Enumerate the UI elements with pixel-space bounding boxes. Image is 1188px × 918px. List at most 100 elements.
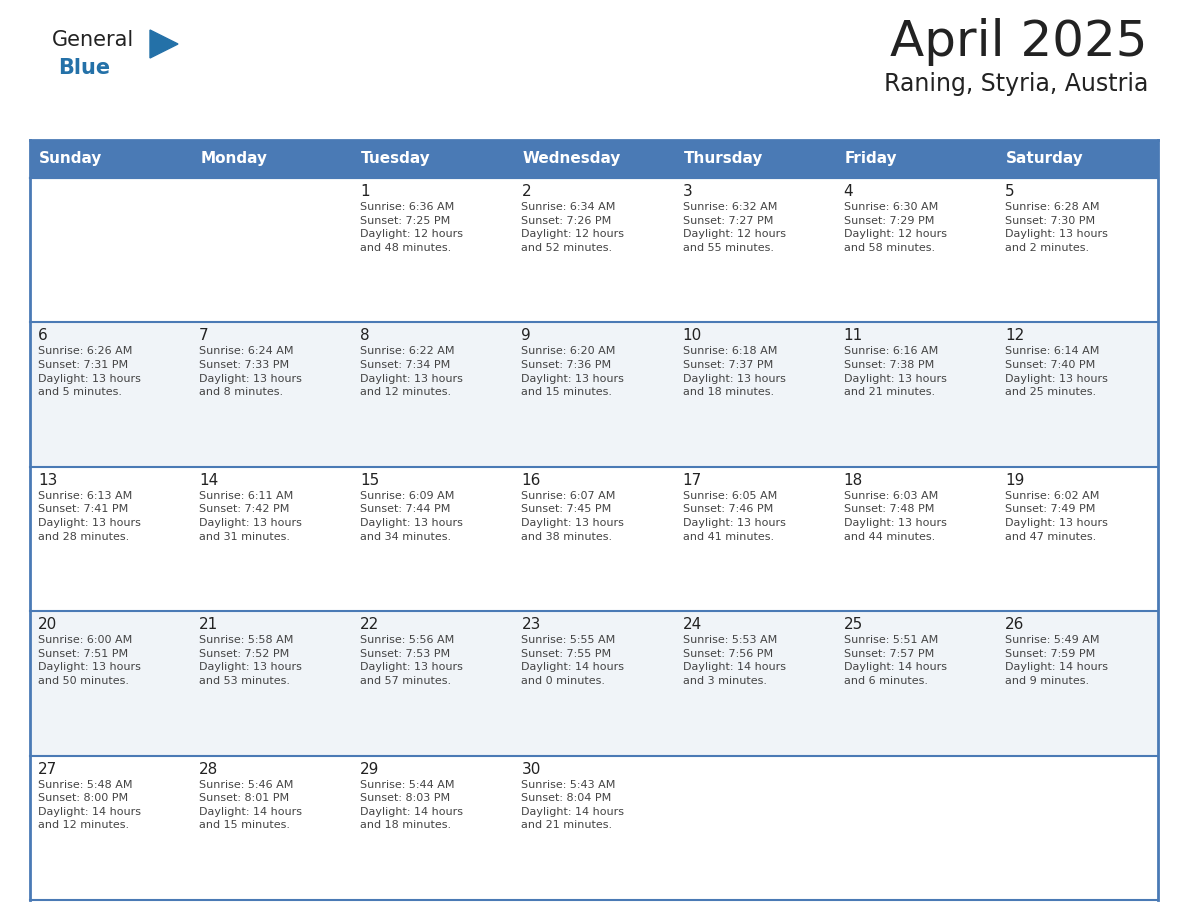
Text: 23: 23 <box>522 617 541 633</box>
Bar <box>513 466 675 611</box>
Text: Sunrise: 5:51 AM
Sunset: 7:57 PM
Daylight: 14 hours
and 6 minutes.: Sunrise: 5:51 AM Sunset: 7:57 PM Dayligh… <box>843 635 947 686</box>
Bar <box>191 466 353 611</box>
Bar <box>353 756 513 900</box>
Text: 4: 4 <box>843 184 853 199</box>
Text: Sunrise: 6:02 AM
Sunset: 7:49 PM
Daylight: 13 hours
and 47 minutes.: Sunrise: 6:02 AM Sunset: 7:49 PM Dayligh… <box>1005 491 1107 542</box>
Text: 9: 9 <box>522 329 531 343</box>
Bar <box>191 322 353 466</box>
Text: Sunrise: 6:00 AM
Sunset: 7:51 PM
Daylight: 13 hours
and 50 minutes.: Sunrise: 6:00 AM Sunset: 7:51 PM Dayligh… <box>38 635 141 686</box>
Bar <box>353 178 513 322</box>
Text: Sunrise: 5:49 AM
Sunset: 7:59 PM
Daylight: 14 hours
and 9 minutes.: Sunrise: 5:49 AM Sunset: 7:59 PM Dayligh… <box>1005 635 1108 686</box>
Text: 25: 25 <box>843 617 862 633</box>
Text: Sunrise: 5:58 AM
Sunset: 7:52 PM
Daylight: 13 hours
and 53 minutes.: Sunrise: 5:58 AM Sunset: 7:52 PM Dayligh… <box>200 635 302 686</box>
Bar <box>675 466 835 611</box>
Text: Tuesday: Tuesday <box>361 151 431 166</box>
Bar <box>513 322 675 466</box>
Text: Sunrise: 6:09 AM
Sunset: 7:44 PM
Daylight: 13 hours
and 34 minutes.: Sunrise: 6:09 AM Sunset: 7:44 PM Dayligh… <box>360 491 463 542</box>
Text: Sunrise: 6:14 AM
Sunset: 7:40 PM
Daylight: 13 hours
and 25 minutes.: Sunrise: 6:14 AM Sunset: 7:40 PM Dayligh… <box>1005 346 1107 397</box>
Bar <box>675 322 835 466</box>
Bar <box>513 178 675 322</box>
Text: Sunrise: 5:53 AM
Sunset: 7:56 PM
Daylight: 14 hours
and 3 minutes.: Sunrise: 5:53 AM Sunset: 7:56 PM Dayligh… <box>683 635 785 686</box>
Polygon shape <box>150 30 178 58</box>
Bar <box>513 140 675 178</box>
Text: Sunrise: 6:24 AM
Sunset: 7:33 PM
Daylight: 13 hours
and 8 minutes.: Sunrise: 6:24 AM Sunset: 7:33 PM Dayligh… <box>200 346 302 397</box>
Bar <box>30 140 191 178</box>
Bar <box>30 611 191 756</box>
Text: Sunrise: 6:03 AM
Sunset: 7:48 PM
Daylight: 13 hours
and 44 minutes.: Sunrise: 6:03 AM Sunset: 7:48 PM Dayligh… <box>843 491 947 542</box>
Text: Sunrise: 6:13 AM
Sunset: 7:41 PM
Daylight: 13 hours
and 28 minutes.: Sunrise: 6:13 AM Sunset: 7:41 PM Dayligh… <box>38 491 141 542</box>
Text: Sunrise: 5:43 AM
Sunset: 8:04 PM
Daylight: 14 hours
and 21 minutes.: Sunrise: 5:43 AM Sunset: 8:04 PM Dayligh… <box>522 779 625 831</box>
Text: 29: 29 <box>360 762 380 777</box>
Text: 24: 24 <box>683 617 702 633</box>
Text: 14: 14 <box>200 473 219 487</box>
Text: April 2025: April 2025 <box>891 18 1148 66</box>
Bar <box>997 322 1158 466</box>
Bar <box>997 178 1158 322</box>
Text: Wednesday: Wednesday <box>523 151 621 166</box>
Bar <box>191 756 353 900</box>
Text: 11: 11 <box>843 329 862 343</box>
Text: Sunrise: 6:36 AM
Sunset: 7:25 PM
Daylight: 12 hours
and 48 minutes.: Sunrise: 6:36 AM Sunset: 7:25 PM Dayligh… <box>360 202 463 252</box>
Text: Sunday: Sunday <box>39 151 102 166</box>
Text: 13: 13 <box>38 473 57 487</box>
Text: 6: 6 <box>38 329 48 343</box>
Text: 1: 1 <box>360 184 369 199</box>
Text: Sunrise: 5:56 AM
Sunset: 7:53 PM
Daylight: 13 hours
and 57 minutes.: Sunrise: 5:56 AM Sunset: 7:53 PM Dayligh… <box>360 635 463 686</box>
Bar <box>353 466 513 611</box>
Bar <box>997 466 1158 611</box>
Text: 27: 27 <box>38 762 57 777</box>
Bar <box>30 178 191 322</box>
Bar <box>675 140 835 178</box>
Bar <box>30 466 191 611</box>
Bar <box>353 322 513 466</box>
Text: 19: 19 <box>1005 473 1024 487</box>
Text: 18: 18 <box>843 473 862 487</box>
Text: Sunrise: 5:55 AM
Sunset: 7:55 PM
Daylight: 14 hours
and 0 minutes.: Sunrise: 5:55 AM Sunset: 7:55 PM Dayligh… <box>522 635 625 686</box>
Bar <box>675 756 835 900</box>
Text: 26: 26 <box>1005 617 1024 633</box>
Bar <box>513 756 675 900</box>
Text: Sunrise: 6:20 AM
Sunset: 7:36 PM
Daylight: 13 hours
and 15 minutes.: Sunrise: 6:20 AM Sunset: 7:36 PM Dayligh… <box>522 346 625 397</box>
Text: Sunrise: 5:44 AM
Sunset: 8:03 PM
Daylight: 14 hours
and 18 minutes.: Sunrise: 5:44 AM Sunset: 8:03 PM Dayligh… <box>360 779 463 831</box>
Bar <box>675 178 835 322</box>
Bar <box>513 611 675 756</box>
Bar <box>353 611 513 756</box>
Bar <box>353 140 513 178</box>
Text: 22: 22 <box>360 617 379 633</box>
Bar <box>191 140 353 178</box>
Text: 2: 2 <box>522 184 531 199</box>
Bar <box>835 611 997 756</box>
Bar <box>191 611 353 756</box>
Text: Sunrise: 6:30 AM
Sunset: 7:29 PM
Daylight: 12 hours
and 58 minutes.: Sunrise: 6:30 AM Sunset: 7:29 PM Dayligh… <box>843 202 947 252</box>
Text: 30: 30 <box>522 762 541 777</box>
Text: Sunrise: 6:22 AM
Sunset: 7:34 PM
Daylight: 13 hours
and 12 minutes.: Sunrise: 6:22 AM Sunset: 7:34 PM Dayligh… <box>360 346 463 397</box>
Bar <box>835 178 997 322</box>
Text: Sunrise: 6:34 AM
Sunset: 7:26 PM
Daylight: 12 hours
and 52 minutes.: Sunrise: 6:34 AM Sunset: 7:26 PM Dayligh… <box>522 202 625 252</box>
Text: Sunrise: 5:46 AM
Sunset: 8:01 PM
Daylight: 14 hours
and 15 minutes.: Sunrise: 5:46 AM Sunset: 8:01 PM Dayligh… <box>200 779 302 831</box>
Text: Sunrise: 6:26 AM
Sunset: 7:31 PM
Daylight: 13 hours
and 5 minutes.: Sunrise: 6:26 AM Sunset: 7:31 PM Dayligh… <box>38 346 141 397</box>
Text: Sunrise: 6:32 AM
Sunset: 7:27 PM
Daylight: 12 hours
and 55 minutes.: Sunrise: 6:32 AM Sunset: 7:27 PM Dayligh… <box>683 202 785 252</box>
Text: General: General <box>52 30 134 50</box>
Text: 5: 5 <box>1005 184 1015 199</box>
Text: Sunrise: 6:16 AM
Sunset: 7:38 PM
Daylight: 13 hours
and 21 minutes.: Sunrise: 6:16 AM Sunset: 7:38 PM Dayligh… <box>843 346 947 397</box>
Text: Sunrise: 6:28 AM
Sunset: 7:30 PM
Daylight: 13 hours
and 2 minutes.: Sunrise: 6:28 AM Sunset: 7:30 PM Dayligh… <box>1005 202 1107 252</box>
Text: 7: 7 <box>200 329 209 343</box>
Text: Sunrise: 6:18 AM
Sunset: 7:37 PM
Daylight: 13 hours
and 18 minutes.: Sunrise: 6:18 AM Sunset: 7:37 PM Dayligh… <box>683 346 785 397</box>
Bar <box>675 611 835 756</box>
Text: 15: 15 <box>360 473 379 487</box>
Text: Sunrise: 6:05 AM
Sunset: 7:46 PM
Daylight: 13 hours
and 41 minutes.: Sunrise: 6:05 AM Sunset: 7:46 PM Dayligh… <box>683 491 785 542</box>
Text: Monday: Monday <box>200 151 267 166</box>
Bar <box>997 140 1158 178</box>
Bar <box>191 178 353 322</box>
Bar <box>835 140 997 178</box>
Text: Friday: Friday <box>845 151 897 166</box>
Text: Blue: Blue <box>58 58 110 78</box>
Text: 17: 17 <box>683 473 702 487</box>
Text: 12: 12 <box>1005 329 1024 343</box>
Bar <box>835 322 997 466</box>
Text: 21: 21 <box>200 617 219 633</box>
Bar <box>835 466 997 611</box>
Text: Sunrise: 6:07 AM
Sunset: 7:45 PM
Daylight: 13 hours
and 38 minutes.: Sunrise: 6:07 AM Sunset: 7:45 PM Dayligh… <box>522 491 625 542</box>
Bar <box>997 756 1158 900</box>
Text: Saturday: Saturday <box>1006 151 1083 166</box>
